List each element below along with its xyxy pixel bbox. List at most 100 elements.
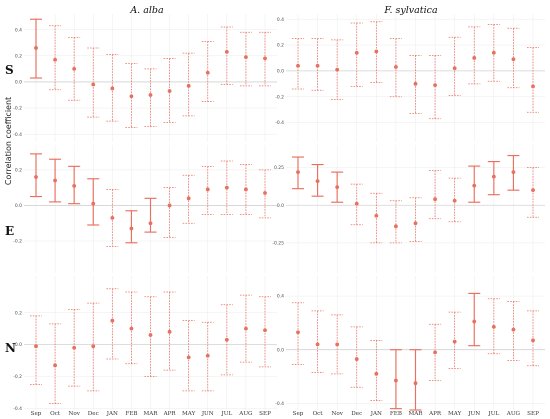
x-tick-label: MAR — [409, 411, 424, 417]
x-tick-label: JUL — [487, 411, 499, 417]
data-point — [531, 338, 535, 343]
x-tick-label: Oct — [50, 411, 61, 417]
data-point — [531, 188, 535, 193]
data-point — [433, 350, 437, 355]
data-point — [129, 226, 134, 231]
y-tick-label: 0.2 — [15, 310, 22, 316]
data-point — [263, 328, 267, 333]
data-point — [374, 213, 379, 218]
panel-E-sylv: -0.25 0.0 0.25 — [272, 145, 545, 273]
data-point — [433, 83, 437, 88]
x-tick-label: SEP — [527, 411, 539, 417]
data-point — [34, 344, 38, 349]
data-point — [491, 174, 496, 179]
data-point — [186, 83, 191, 88]
x-tick-label: AUG — [238, 411, 253, 417]
data-point — [148, 93, 153, 97]
x-tick-label: MAR — [144, 411, 159, 417]
y-tick-label: 0.2 — [15, 53, 22, 59]
data-point — [148, 333, 153, 337]
data-point — [413, 221, 418, 226]
data-point — [335, 67, 340, 72]
data-point — [315, 179, 320, 184]
x-tick-label: Nov — [68, 411, 80, 417]
data-point — [53, 57, 57, 62]
data-point — [91, 201, 96, 206]
x-tick-label: MAY — [448, 411, 462, 417]
y-tick-label: 0.4 — [15, 27, 22, 33]
data-point — [186, 196, 191, 201]
data-point — [72, 183, 77, 188]
x-tick-label: Dec — [88, 411, 99, 417]
data-point — [53, 363, 57, 368]
y-axis-label: Correlation coefficient — [4, 97, 13, 185]
y-tick-label: 0.25 — [274, 165, 284, 171]
data-point — [433, 197, 437, 202]
y-tick-label: -0.4 — [275, 401, 284, 407]
data-point — [335, 185, 340, 190]
data-point — [205, 353, 210, 358]
data-point — [110, 215, 115, 220]
data-point — [452, 198, 457, 203]
y-tick-label: 0.2 — [15, 167, 22, 173]
data-point — [374, 49, 379, 54]
y-tick-label: 0.0 — [277, 68, 284, 74]
row-label-s: S — [5, 63, 14, 77]
data-point — [394, 378, 398, 383]
data-point — [129, 326, 134, 331]
data-point — [34, 175, 38, 179]
data-point — [91, 82, 96, 87]
data-point — [472, 183, 477, 188]
x-tick-label: Nov — [331, 411, 343, 417]
data-point — [413, 381, 418, 386]
x-axis-labels: Sep Oct Nov Dec JAN FEB MAR APR MAY JUN JUL AUG SEP S… — [31, 411, 539, 417]
x-tick-label: JUL — [220, 411, 232, 417]
data-point — [452, 339, 457, 344]
y-tick-label: 0.0 — [15, 203, 22, 209]
y-tick-label: 0.4 — [277, 294, 284, 300]
y-tick-label: 0.0 — [15, 80, 22, 86]
data-point — [224, 337, 229, 342]
data-point — [335, 342, 340, 347]
data-point — [148, 221, 153, 226]
x-tick-label: JAN — [370, 411, 382, 417]
data-point — [34, 46, 38, 50]
data-point — [413, 81, 418, 86]
data-point — [244, 55, 248, 60]
data-point — [511, 327, 516, 332]
y-tick-label: 0.2 — [277, 43, 284, 49]
data-point — [72, 66, 77, 71]
column-title-sylvatica: F. sylvatica — [383, 5, 438, 16]
y-tick-label: 0.4 — [277, 17, 284, 23]
data-point — [472, 319, 477, 324]
panel-E-alba: -0.2 0.0 0.2 — [13, 145, 277, 273]
data-point — [167, 89, 172, 93]
y-tick-label: -0.2 — [13, 239, 22, 245]
data-point — [315, 342, 320, 347]
x-tick-label: Sep — [293, 411, 304, 417]
x-tick-label: MAY — [182, 411, 196, 417]
data-point — [224, 49, 229, 54]
data-point — [491, 325, 496, 329]
data-point — [129, 94, 134, 99]
data-point — [315, 63, 320, 68]
y-tick-label: -0.2 — [13, 106, 22, 112]
panel-S-alba: -0.4 -0.2 0.0 0.2 0.4 — [13, 14, 277, 142]
data-point — [244, 326, 248, 331]
data-point — [354, 357, 359, 361]
panels-layer: -0.4 -0.2 0.0 0.2 0.4 -0.2 0.0 0.2 -0.4 -0.2 0.0 0.… — [13, 14, 545, 412]
data-point — [263, 56, 267, 61]
panel-N-sylv: -0.4 0.0 0.4 — [275, 276, 545, 411]
data-point — [224, 185, 229, 190]
x-tick-label: SEP — [259, 411, 271, 417]
x-tick-label: Sep — [31, 411, 42, 417]
row-label-e: E — [5, 224, 14, 238]
data-point — [167, 203, 172, 208]
x-tick-label: FEB — [390, 411, 402, 417]
data-point — [296, 170, 300, 175]
data-point — [491, 50, 496, 55]
data-point — [72, 345, 77, 350]
data-point — [354, 201, 359, 206]
